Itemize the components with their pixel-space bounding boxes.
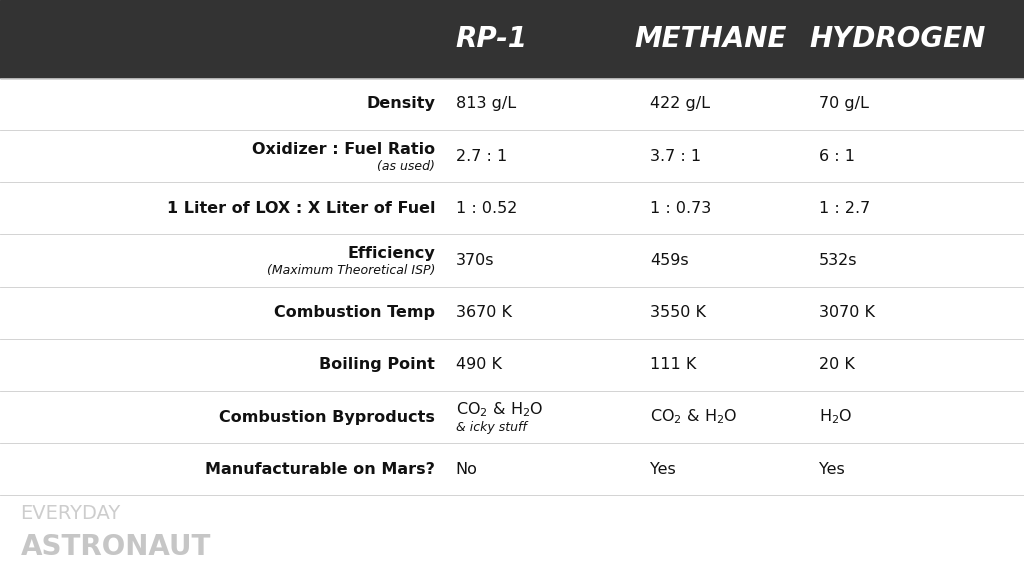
Text: 6 : 1: 6 : 1 [819, 149, 855, 164]
Text: 1 : 0.73: 1 : 0.73 [650, 201, 712, 216]
Text: (Maximum Theoretical ISP): (Maximum Theoretical ISP) [267, 264, 435, 278]
Text: ASTRONAUT: ASTRONAUT [20, 533, 211, 561]
Text: CO$_2$ & H$_2$O: CO$_2$ & H$_2$O [456, 400, 543, 419]
Bar [0, 287, 1024, 339]
Bar [0, 443, 1024, 495]
Bar [0, 78, 1024, 130]
Text: 1 : 0.52: 1 : 0.52 [456, 201, 517, 216]
Text: 490 K: 490 K [456, 357, 502, 372]
Text: Yes: Yes [650, 462, 676, 477]
Text: METHANE: METHANE [635, 25, 787, 53]
Text: 422 g/L: 422 g/L [650, 96, 711, 111]
Bar [0, 0, 1024, 78]
Bar [0, 391, 1024, 443]
Text: 3550 K: 3550 K [650, 305, 707, 320]
Text: Manufacturable on Mars?: Manufacturable on Mars? [206, 462, 435, 477]
Text: Density: Density [367, 96, 435, 111]
Bar [0, 234, 1024, 286]
Bar [0, 182, 1024, 234]
Bar [0, 130, 1024, 182]
Text: H$_2$O: H$_2$O [819, 408, 853, 426]
Text: RP-1: RP-1 [456, 25, 527, 53]
Text: 3.7 : 1: 3.7 : 1 [650, 149, 701, 164]
Text: HYDROGEN: HYDROGEN [809, 25, 985, 53]
Text: 370s: 370s [456, 253, 495, 268]
Text: Combustion Temp: Combustion Temp [274, 305, 435, 320]
Text: 532s: 532s [819, 253, 858, 268]
Text: & icky stuff: & icky stuff [456, 421, 526, 434]
Text: 1 Liter of LOX : X Liter of Fuel: 1 Liter of LOX : X Liter of Fuel [167, 201, 435, 216]
Text: 2.7 : 1: 2.7 : 1 [456, 149, 507, 164]
Bar [0, 339, 1024, 391]
Text: 70 g/L: 70 g/L [819, 96, 869, 111]
Text: Efficiency: Efficiency [347, 246, 435, 261]
Text: 813 g/L: 813 g/L [456, 96, 516, 111]
Text: Boiling Point: Boiling Point [319, 357, 435, 372]
Text: 1 : 2.7: 1 : 2.7 [819, 201, 870, 216]
Text: (as used): (as used) [377, 160, 435, 173]
Text: 3070 K: 3070 K [819, 305, 876, 320]
Text: 459s: 459s [650, 253, 689, 268]
Text: No: No [456, 462, 477, 477]
Text: 111 K: 111 K [650, 357, 696, 372]
Text: CO$_2$ & H$_2$O: CO$_2$ & H$_2$O [650, 408, 737, 426]
Text: 20 K: 20 K [819, 357, 855, 372]
Text: EVERYDAY: EVERYDAY [20, 504, 121, 523]
Text: Yes: Yes [819, 462, 845, 477]
Text: Combustion Byproducts: Combustion Byproducts [219, 410, 435, 425]
Text: Oxidizer : Fuel Ratio: Oxidizer : Fuel Ratio [252, 142, 435, 157]
Text: 3670 K: 3670 K [456, 305, 512, 320]
